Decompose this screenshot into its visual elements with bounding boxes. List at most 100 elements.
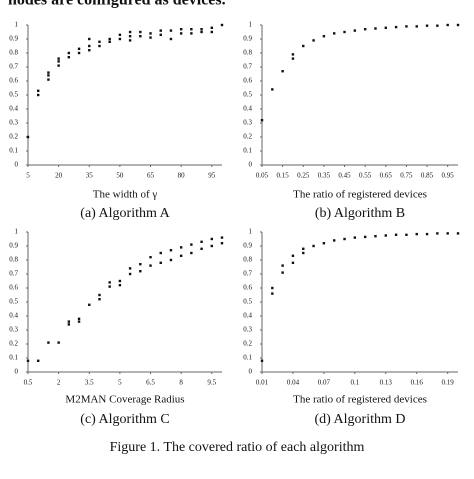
x-tick-label: 0.15 bbox=[277, 172, 290, 180]
y-tick-label: 0.3 bbox=[9, 119, 18, 127]
y-tick-label: 0.9 bbox=[9, 242, 18, 250]
point bbox=[98, 298, 101, 301]
point bbox=[260, 359, 264, 362]
point bbox=[37, 359, 40, 362]
x-tick-label: 0.19 bbox=[442, 379, 455, 387]
point bbox=[384, 234, 387, 237]
point bbox=[118, 33, 122, 36]
point bbox=[456, 232, 460, 235]
point bbox=[77, 317, 81, 320]
point bbox=[57, 60, 60, 63]
point bbox=[271, 88, 274, 91]
point bbox=[405, 25, 408, 28]
point bbox=[343, 237, 346, 241]
y-tick-label: 0.1 bbox=[243, 354, 252, 362]
point bbox=[363, 28, 367, 31]
point bbox=[77, 320, 81, 323]
point bbox=[26, 135, 30, 139]
point bbox=[98, 44, 101, 48]
point bbox=[260, 119, 264, 122]
point bbox=[291, 57, 295, 60]
point bbox=[47, 78, 50, 81]
y-tick-label: 0.6 bbox=[9, 284, 18, 292]
point bbox=[281, 271, 284, 274]
point bbox=[37, 89, 40, 92]
x-tick-label: 0.65 bbox=[380, 172, 393, 180]
point bbox=[353, 29, 357, 32]
point bbox=[291, 53, 295, 56]
point bbox=[210, 237, 213, 241]
point bbox=[179, 254, 183, 257]
point bbox=[108, 285, 111, 288]
point bbox=[57, 57, 60, 60]
point bbox=[67, 320, 71, 323]
y-tick-label: 0.3 bbox=[9, 326, 18, 334]
point bbox=[108, 40, 111, 43]
y-tick-label: 0.4 bbox=[243, 312, 252, 320]
y-tick-label: 0.4 bbox=[243, 105, 252, 113]
y-tick-label: 0 bbox=[249, 368, 253, 376]
point bbox=[88, 44, 91, 48]
point bbox=[190, 28, 193, 31]
y-tick-label: 0.5 bbox=[243, 298, 252, 306]
x-tick-label: 0.55 bbox=[359, 172, 372, 180]
point bbox=[67, 51, 71, 55]
point bbox=[108, 281, 111, 284]
x-tick-label: 35 bbox=[86, 172, 94, 180]
point bbox=[128, 267, 132, 270]
point bbox=[436, 24, 439, 27]
x-tick-label: 8 bbox=[179, 379, 183, 387]
x-axis-label: The ratio of registered devices bbox=[293, 189, 427, 201]
point bbox=[149, 264, 152, 267]
x-tick-label: 50 bbox=[116, 172, 124, 180]
y-tick-label: 0.5 bbox=[9, 91, 18, 99]
point bbox=[210, 30, 213, 34]
point bbox=[363, 235, 367, 239]
x-tick-label: 0.16 bbox=[411, 379, 424, 387]
x-axis-label: The ratio of registered devices bbox=[293, 394, 427, 406]
x-axis-label: The width of γ bbox=[93, 189, 158, 201]
y-tick-label: 0.7 bbox=[243, 63, 252, 71]
point bbox=[77, 51, 81, 55]
point bbox=[394, 233, 398, 236]
point bbox=[128, 39, 132, 42]
x-tick-label: 2 bbox=[57, 379, 61, 387]
point bbox=[190, 243, 193, 246]
point bbox=[88, 37, 91, 41]
x-tick-label: 5 bbox=[118, 379, 122, 387]
top-text: nodes are configured as devices. bbox=[8, 0, 226, 9]
point bbox=[456, 23, 460, 27]
y-tick-label: 0.8 bbox=[243, 256, 252, 264]
point bbox=[446, 23, 449, 27]
point bbox=[98, 293, 101, 297]
point bbox=[37, 93, 40, 97]
point bbox=[200, 247, 203, 250]
point bbox=[210, 26, 213, 29]
point bbox=[47, 74, 50, 77]
point bbox=[57, 64, 60, 67]
point bbox=[210, 244, 213, 248]
point bbox=[47, 71, 50, 74]
x-tick-label: 3.5 bbox=[85, 379, 94, 387]
point bbox=[353, 236, 357, 239]
point bbox=[200, 30, 203, 34]
y-tick-label: 0.7 bbox=[9, 63, 18, 71]
point bbox=[271, 292, 274, 295]
point bbox=[159, 251, 162, 255]
point bbox=[159, 33, 162, 36]
point bbox=[169, 37, 173, 41]
point bbox=[108, 37, 111, 41]
point bbox=[436, 232, 439, 235]
point bbox=[425, 232, 429, 236]
point bbox=[415, 25, 418, 28]
y-tick-label: 0.6 bbox=[243, 284, 252, 292]
y-tick-label: 0 bbox=[249, 161, 253, 169]
point bbox=[47, 341, 50, 344]
point bbox=[159, 29, 162, 32]
point bbox=[179, 246, 183, 249]
x-tick-label: 20 bbox=[55, 172, 63, 180]
point bbox=[149, 32, 152, 35]
point bbox=[302, 247, 305, 250]
y-tick-label: 1 bbox=[249, 228, 253, 236]
